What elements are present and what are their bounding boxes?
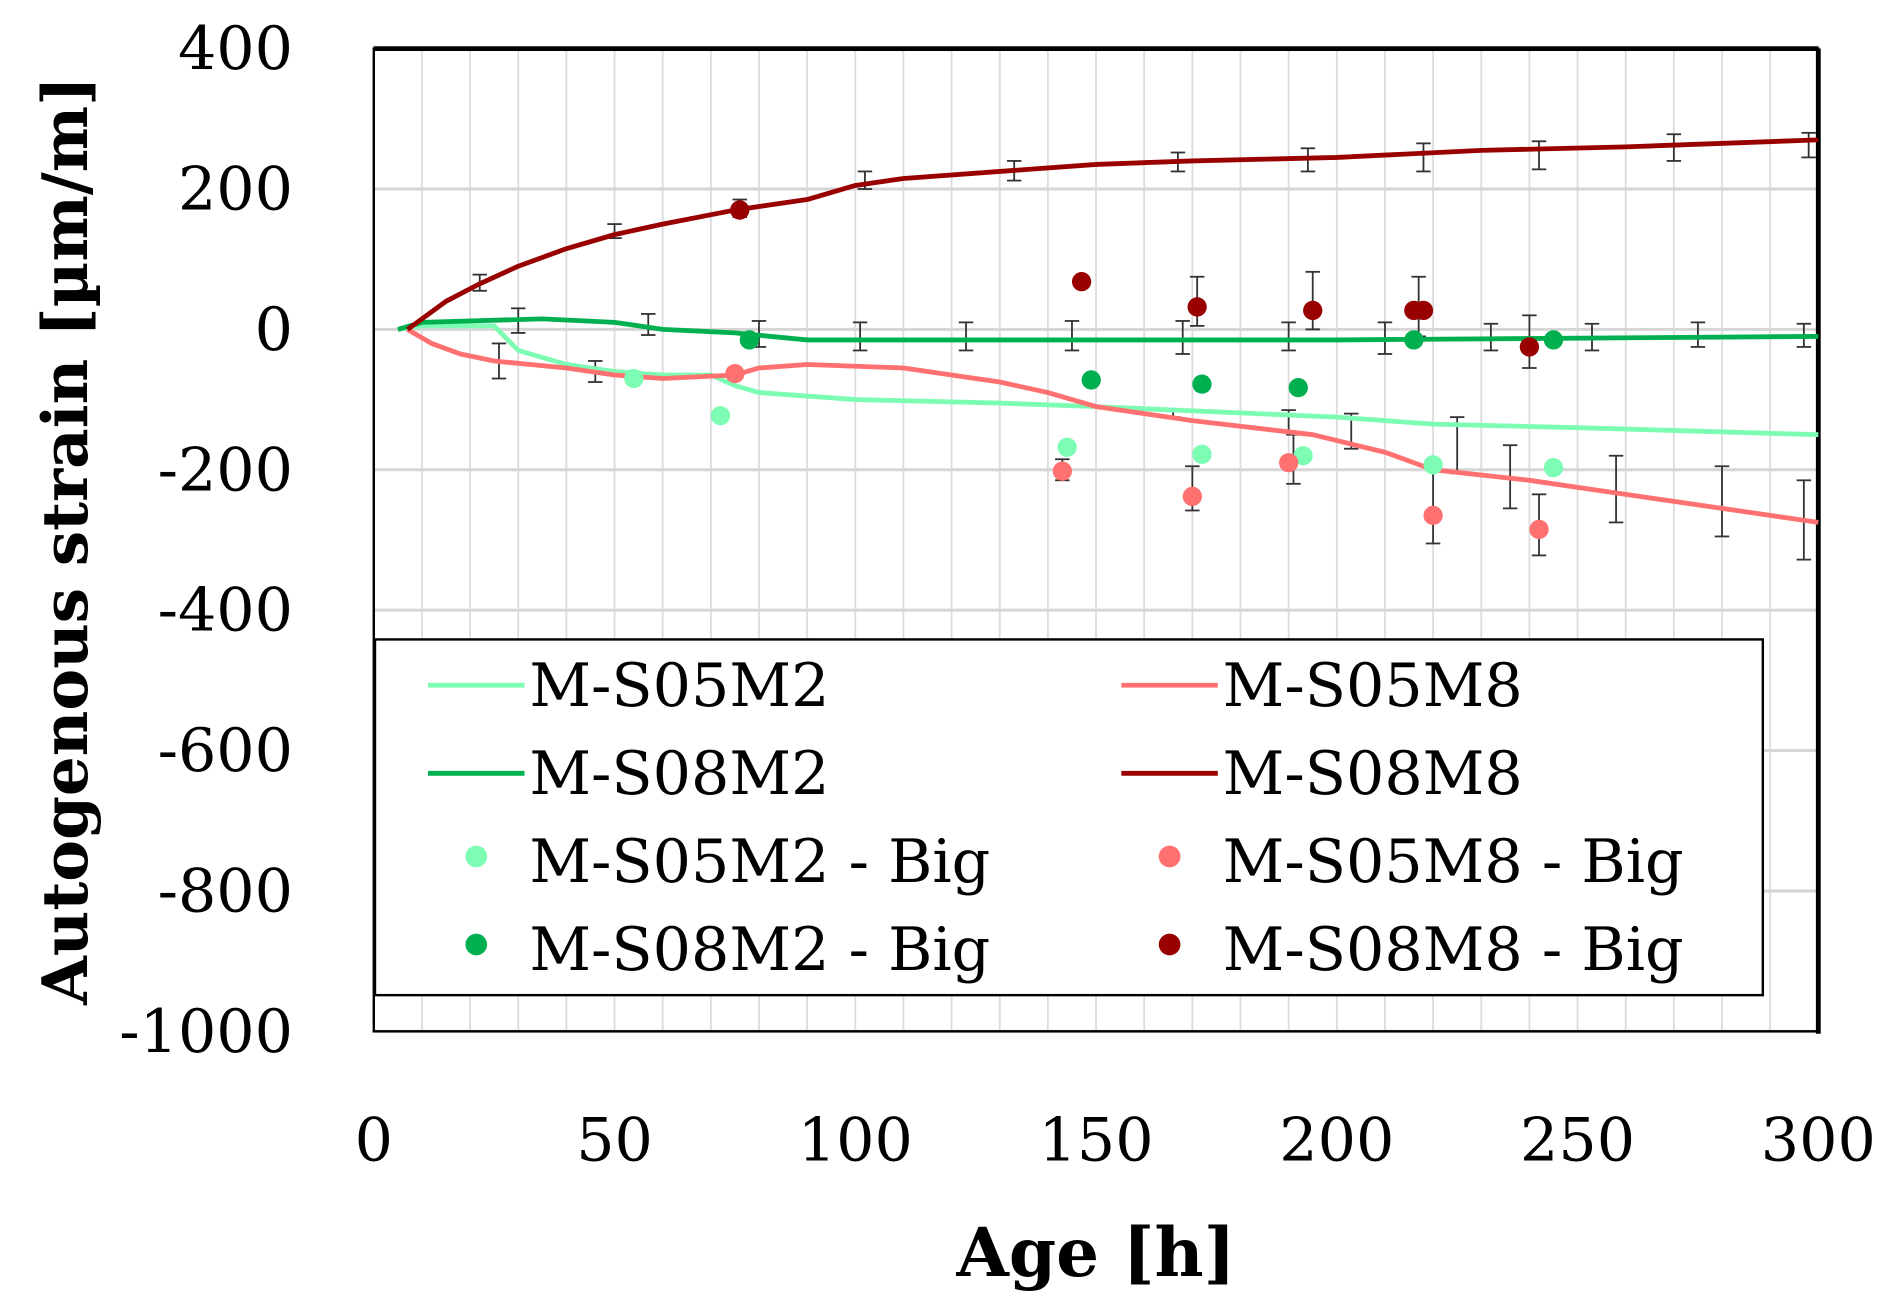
x-tick-label: 150: [1039, 1105, 1154, 1175]
error-bar: [1608, 454, 1624, 524]
series-line-m-s08m8: [406, 137, 1819, 332]
x-tick-label: 0: [355, 1105, 393, 1175]
data-point-m-s05m2-big: [624, 368, 644, 389]
x-tick-label: 300: [1761, 1105, 1876, 1175]
legend-label: M-S05M2: [529, 651, 829, 721]
x-tick-labels: 0 50 100 150 200 250 300: [355, 1105, 1876, 1175]
legend-label: M-S08M8: [1223, 739, 1523, 809]
data-point-m-s08m2-big: [1192, 374, 1212, 394]
legend-item: M-S05M2 - Big: [465, 827, 990, 897]
error-bar: [1416, 142, 1431, 173]
legend-label: M-S05M2 - Big: [529, 827, 990, 897]
series-line-m-s05m2: [397, 323, 1819, 438]
data-point-m-s05m8-big: [1423, 505, 1443, 526]
error-bar: [1531, 140, 1547, 171]
x-axis-label: Age [h]: [956, 1213, 1236, 1292]
series-line-m-s05m8: [406, 327, 1819, 525]
data-point-m-s05m8-big: [1052, 461, 1072, 481]
x-tick-label: 100: [798, 1105, 913, 1175]
data-point-m-s05m2-big: [1293, 446, 1313, 466]
legend-item: M-S05M8 - Big: [1158, 827, 1684, 897]
data-point-m-s08m2-big: [1404, 330, 1424, 350]
y-tick-label: -600: [158, 716, 293, 786]
data-point-m-s08m8-big: [1071, 272, 1092, 292]
data-point-m-s05m2-big: [1423, 455, 1443, 475]
y-tick-labels: 400 200 0 -200 -400 -600 -800 -1000: [119, 14, 293, 1067]
legend-label: M-S08M2 - Big: [529, 915, 990, 985]
data-point-m-s05m8-big: [725, 363, 745, 384]
y-tick-label: 0: [255, 295, 293, 365]
legend-marker-swatch: [1158, 933, 1181, 956]
y-tick-label: -1000: [119, 997, 293, 1067]
error-bar: [1281, 321, 1296, 352]
data-point-m-s08m8-big: [1303, 300, 1323, 321]
legend-marker-swatch: [1158, 845, 1181, 868]
data-point-m-s05m8-big: [1182, 486, 1202, 507]
legend-label: M-S08M2: [529, 739, 829, 809]
data-point-m-s08m8-big: [1187, 297, 1207, 317]
data-point-m-s05m2-big: [1057, 437, 1077, 457]
error-bar: [1714, 465, 1730, 538]
data-point-m-s08m2-big: [1081, 370, 1101, 390]
legend-item: M-S05M2: [428, 651, 829, 721]
x-tick-label: 50: [576, 1105, 653, 1175]
legend-box: [373, 638, 1765, 997]
y-tick-label: 200: [178, 154, 293, 224]
y-tick-label: 400: [178, 14, 293, 84]
data-point-m-s08m8-big: [1519, 337, 1540, 357]
error-bar: [852, 321, 868, 352]
data-point-m-s05m8-big: [1529, 519, 1549, 540]
legend-item: M-S05M8: [1121, 651, 1523, 721]
legend-label: M-S05M8 - Big: [1223, 827, 1684, 897]
data-point-m-s08m2-big: [739, 330, 760, 350]
data-point-m-s08m2-big: [1543, 330, 1564, 350]
y-tick-label: -400: [158, 576, 293, 646]
legend: M-S05M2 M-S05M8 M-S08M2 M-S08M8 M-S05M2 - Bi…: [373, 638, 1765, 997]
legend-label: M-S05M8: [1223, 651, 1523, 721]
legend-item: M-S08M2: [428, 739, 829, 809]
x-tick-label: 200: [1279, 1105, 1394, 1175]
error-bar: [641, 313, 656, 336]
y-tick-label: -200: [158, 435, 293, 505]
legend-marker-swatch: [465, 933, 488, 956]
error-bar: [1690, 321, 1706, 348]
error-bar: [1801, 131, 1816, 159]
legend-item: M-S08M2 - Big: [465, 915, 990, 985]
data-point-m-s08m8-big: [1413, 300, 1434, 321]
series-line-m-s08m2: [397, 316, 1819, 343]
error-bar: [1064, 320, 1080, 352]
y-tick-label: -800: [158, 856, 293, 926]
data-point-m-s05m2-big: [1543, 458, 1564, 478]
series-layer: [397, 137, 1819, 540]
legend-marker-swatch: [465, 845, 488, 868]
error-bar: [958, 321, 974, 352]
data-point-m-s05m8-big: [1278, 453, 1299, 473]
legend-label: M-S08M8 - Big: [1223, 915, 1684, 985]
y-axis-label: Autogenous strain [µm/m]: [28, 76, 102, 1006]
x-tick-label: 250: [1520, 1105, 1635, 1175]
legend-item: M-S08M8 - Big: [1158, 915, 1684, 985]
legend-item: M-S08M8: [1121, 739, 1523, 809]
error-bar: [1175, 320, 1190, 355]
error-bar: [1305, 270, 1320, 331]
data-point-m-s05m2-big: [710, 406, 731, 426]
data-point-m-s08m8-big: [730, 200, 750, 220]
data-point-m-s05m2-big: [1192, 444, 1212, 464]
error-bar: [1666, 133, 1682, 162]
data-point-m-s08m2-big: [1288, 378, 1308, 398]
